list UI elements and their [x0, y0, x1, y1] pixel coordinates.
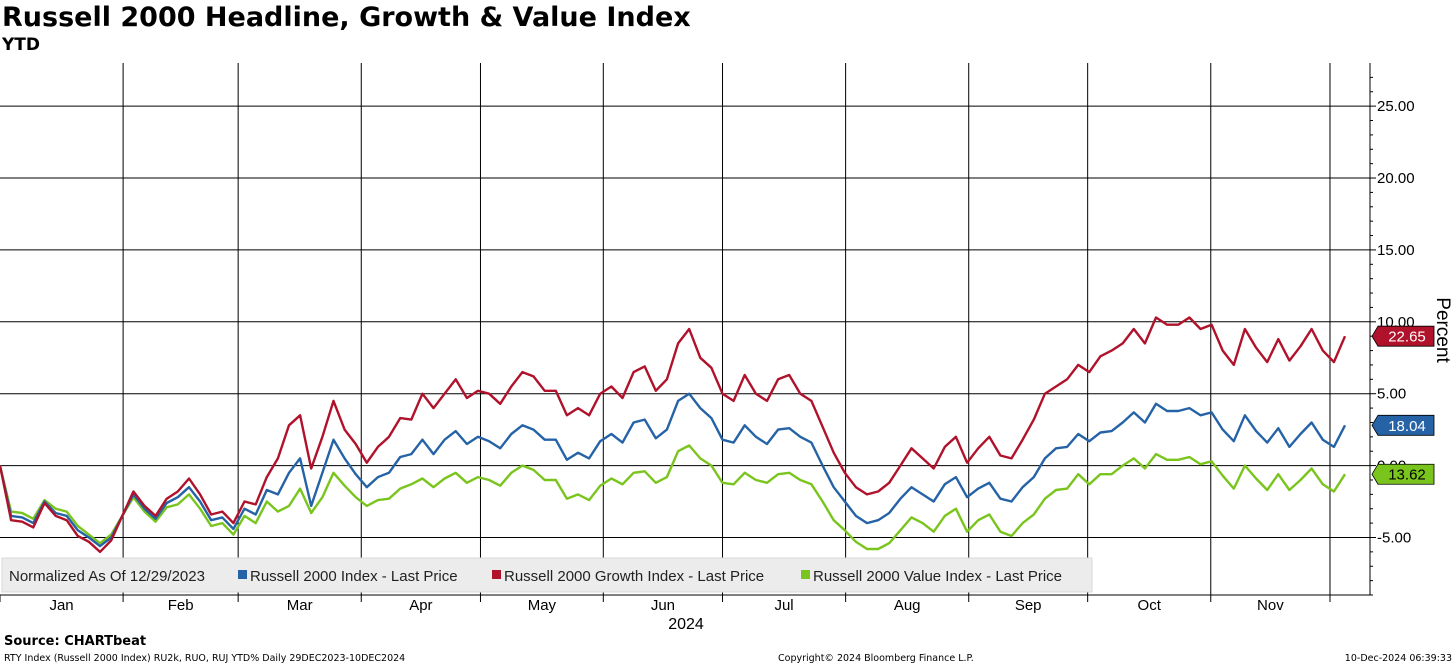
- legend: Normalized As Of 12/29/2023 Russell 2000 …: [1, 557, 1093, 593]
- last-value-tag: [1371, 463, 1435, 485]
- x-tick-label: Sep: [1015, 597, 1042, 614]
- y-tick-label: 15.00: [1377, 242, 1415, 259]
- chart-subtitle: YTD: [2, 35, 41, 55]
- x-tick-label: Apr: [409, 597, 432, 614]
- x-tick-label: Mar: [287, 597, 313, 614]
- last-value-label: 18.04: [1388, 418, 1426, 435]
- series-line: [0, 316, 1347, 554]
- footer-meta-left: RTY Index (Russell 2000 Index) RU2k, RUO…: [4, 653, 406, 664]
- legend-swatch: [801, 570, 810, 579]
- axis-labels: Jan Feb Mar Apr May Jun Jul Aug Sep Oct Nov 2024 Per…: [49, 297, 1453, 633]
- legend-swatch: [238, 570, 247, 579]
- series-line: [0, 444, 1347, 551]
- legend-label: Russell 2000 Index - Last Price: [250, 568, 458, 585]
- y-tick-label: 20.00: [1377, 170, 1415, 187]
- last-value-label: 22.65: [1388, 329, 1426, 346]
- y-tick-label: 25.00: [1377, 98, 1415, 115]
- legend-note: Normalized As Of 12/29/2023: [9, 568, 205, 585]
- x-axis-label: 2024: [668, 616, 704, 633]
- source-note: Source: CHARTbeat: [4, 634, 147, 649]
- last-value-tag: [1371, 414, 1435, 436]
- x-tick-label: Nov: [1257, 597, 1284, 614]
- last-value-label: 13.62: [1388, 467, 1426, 484]
- chart-title: Russell 2000 Headline, Growth & Value In…: [2, 2, 691, 33]
- x-tick-label: Oct: [1138, 597, 1162, 614]
- x-tick-label: Feb: [168, 597, 194, 614]
- last-value-tag: [1371, 325, 1435, 347]
- y-axis-label: Percent: [1432, 297, 1453, 363]
- x-tick-label: Aug: [894, 597, 921, 614]
- legend-label: Russell 2000 Value Index - Last Price: [813, 568, 1062, 585]
- footer-copyright: Copyright© 2024 Bloomberg Finance L.P.: [778, 653, 974, 664]
- x-tick-label: May: [528, 597, 557, 614]
- legend-box: [1, 557, 1093, 593]
- legend-label: Russell 2000 Growth Index - Last Price: [504, 568, 764, 585]
- x-tick-label: Jul: [774, 597, 793, 614]
- series-lines: [0, 316, 1347, 554]
- x-tick-label: Jun: [651, 597, 675, 614]
- series-line: [0, 392, 1347, 548]
- footer-timestamp: 10-Dec-2024 06:39:33: [1344, 653, 1452, 664]
- y-tick-label: 5.00: [1377, 386, 1406, 403]
- y-tick-label: -5.00: [1377, 529, 1411, 546]
- legend-swatch: [492, 570, 501, 579]
- x-tick-label: Jan: [49, 597, 73, 614]
